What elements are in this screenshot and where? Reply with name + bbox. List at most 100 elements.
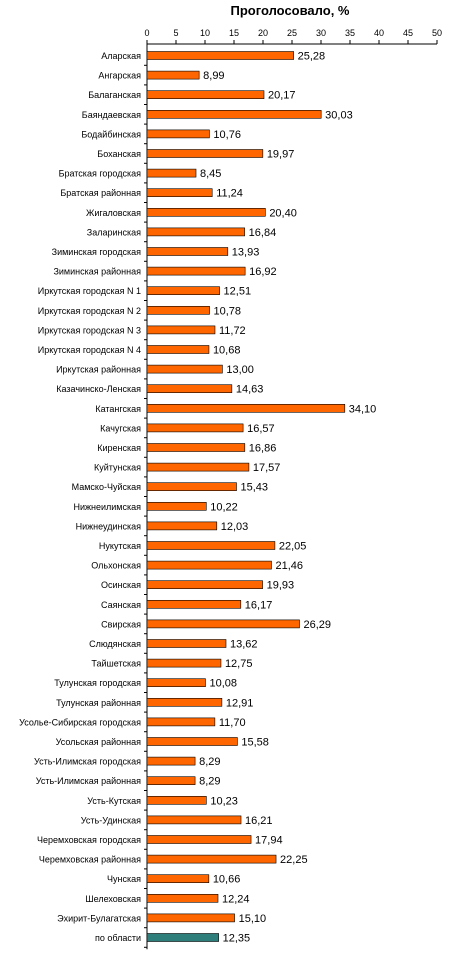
bar [146, 874, 210, 884]
value-label: 12,51 [224, 286, 252, 298]
category-label: Тулунская городская [54, 678, 141, 688]
bar [146, 168, 197, 178]
bar [146, 325, 216, 335]
value-label: 12,75 [225, 658, 253, 670]
value-label: 10,66 [213, 874, 241, 886]
x-tick-label: 50 [432, 28, 442, 38]
value-label: 20,17 [268, 90, 296, 102]
value-label: 10,76 [213, 129, 241, 141]
category-label: Иркутская городская N 4 [38, 345, 141, 355]
value-label: 10,22 [210, 501, 238, 513]
category-label: Братская городская [59, 169, 142, 179]
value-label: 16,17 [245, 599, 273, 611]
x-tick-label: 25 [287, 28, 297, 38]
value-label: 25,28 [298, 51, 326, 63]
value-label: 8,45 [200, 168, 221, 180]
x-tick-label: 45 [403, 28, 413, 38]
category-label: Иркутская городская N 3 [38, 325, 141, 335]
bar [146, 933, 219, 942]
category-label: Бодайбинская [81, 129, 141, 139]
value-label: 14,63 [236, 384, 264, 396]
value-label: 34,10 [349, 403, 377, 415]
category-label: Ангарская [98, 71, 141, 81]
category-label: Ольхонская [91, 561, 141, 571]
value-label: 12,35 [223, 933, 251, 945]
value-label: 12,03 [221, 521, 249, 533]
bar [146, 90, 265, 99]
category-label: Осинская [101, 580, 141, 590]
bar [146, 835, 252, 844]
value-label: 12,91 [226, 697, 254, 709]
bar [146, 462, 250, 472]
bar [146, 658, 222, 668]
bar [146, 227, 245, 237]
bar [146, 580, 263, 590]
category-label: Боханская [97, 149, 141, 159]
category-label: Тайшетская [91, 659, 141, 669]
value-label: 10,78 [214, 305, 242, 317]
bar [146, 364, 223, 374]
value-label: 11,24 [216, 188, 243, 200]
category-label: Нукутская [99, 541, 141, 551]
bar [146, 776, 196, 786]
category-label: Качугская [100, 423, 141, 433]
bar [146, 737, 238, 746]
category-label: Усть-Кутская [87, 796, 141, 806]
bar [146, 403, 346, 413]
category-label: Черемховская районная [39, 855, 141, 865]
value-label: 11,70 [219, 717, 246, 729]
bar [146, 51, 294, 60]
bar [146, 443, 246, 452]
category-label: Усть-Илимская районная [36, 776, 141, 786]
value-label: 15,43 [240, 482, 268, 494]
category-label: Усть-Илимская городская [34, 757, 141, 767]
value-label: 10,68 [213, 345, 241, 357]
value-label: 17,94 [255, 835, 283, 847]
bar [146, 129, 210, 139]
x-tick-label: 20 [258, 28, 268, 38]
bar [146, 188, 213, 197]
bars-group: Аларская 25,28 Ангарская 8,99 Балаганская 20,… [19, 51, 376, 948]
bar [146, 305, 210, 315]
bar [146, 423, 244, 433]
category-label: Зиминская районная [53, 267, 141, 277]
value-label: 8,29 [199, 776, 220, 788]
category-label: Заларинская [87, 227, 141, 237]
category-label: Нижнеудинская [76, 521, 142, 531]
value-label: 10,08 [209, 678, 237, 690]
value-label: 30,03 [325, 109, 353, 121]
bar [146, 639, 227, 648]
x-tick-label: 5 [173, 28, 178, 38]
category-label: Жигаловская [86, 208, 141, 218]
category-label: Усть-Удинская [81, 815, 141, 825]
bar [146, 560, 272, 570]
value-label: 16,84 [249, 227, 277, 239]
bar [146, 110, 322, 119]
value-label: 13,93 [232, 247, 260, 259]
bar [146, 345, 210, 354]
value-label: 10,23 [210, 795, 238, 807]
value-label: 19,93 [267, 580, 295, 592]
category-label: Свирская [101, 619, 141, 629]
bar [146, 521, 218, 531]
bar [146, 541, 276, 550]
x-tick-label: 30 [316, 28, 326, 38]
category-label: Куйтунская [94, 463, 141, 473]
value-label: 16,57 [247, 423, 275, 435]
bar [146, 717, 216, 727]
category-label: Аларская [101, 51, 141, 61]
category-label: Иркутская городская N 1 [38, 286, 141, 296]
bar [146, 247, 229, 256]
category-label: Иркутская районная [56, 365, 141, 375]
bar [146, 697, 223, 707]
category-label: Нижнеилимская [73, 502, 141, 512]
value-label: 17,57 [253, 462, 281, 474]
bar [146, 482, 237, 492]
category-label: Зиминская городская [52, 247, 141, 257]
category-label: Братская районная [60, 188, 141, 198]
value-label: 16,21 [245, 815, 273, 827]
category-label: Тулунская районная [56, 698, 141, 708]
bar [146, 384, 233, 394]
chart-title: Проголосовало, % [231, 3, 350, 18]
